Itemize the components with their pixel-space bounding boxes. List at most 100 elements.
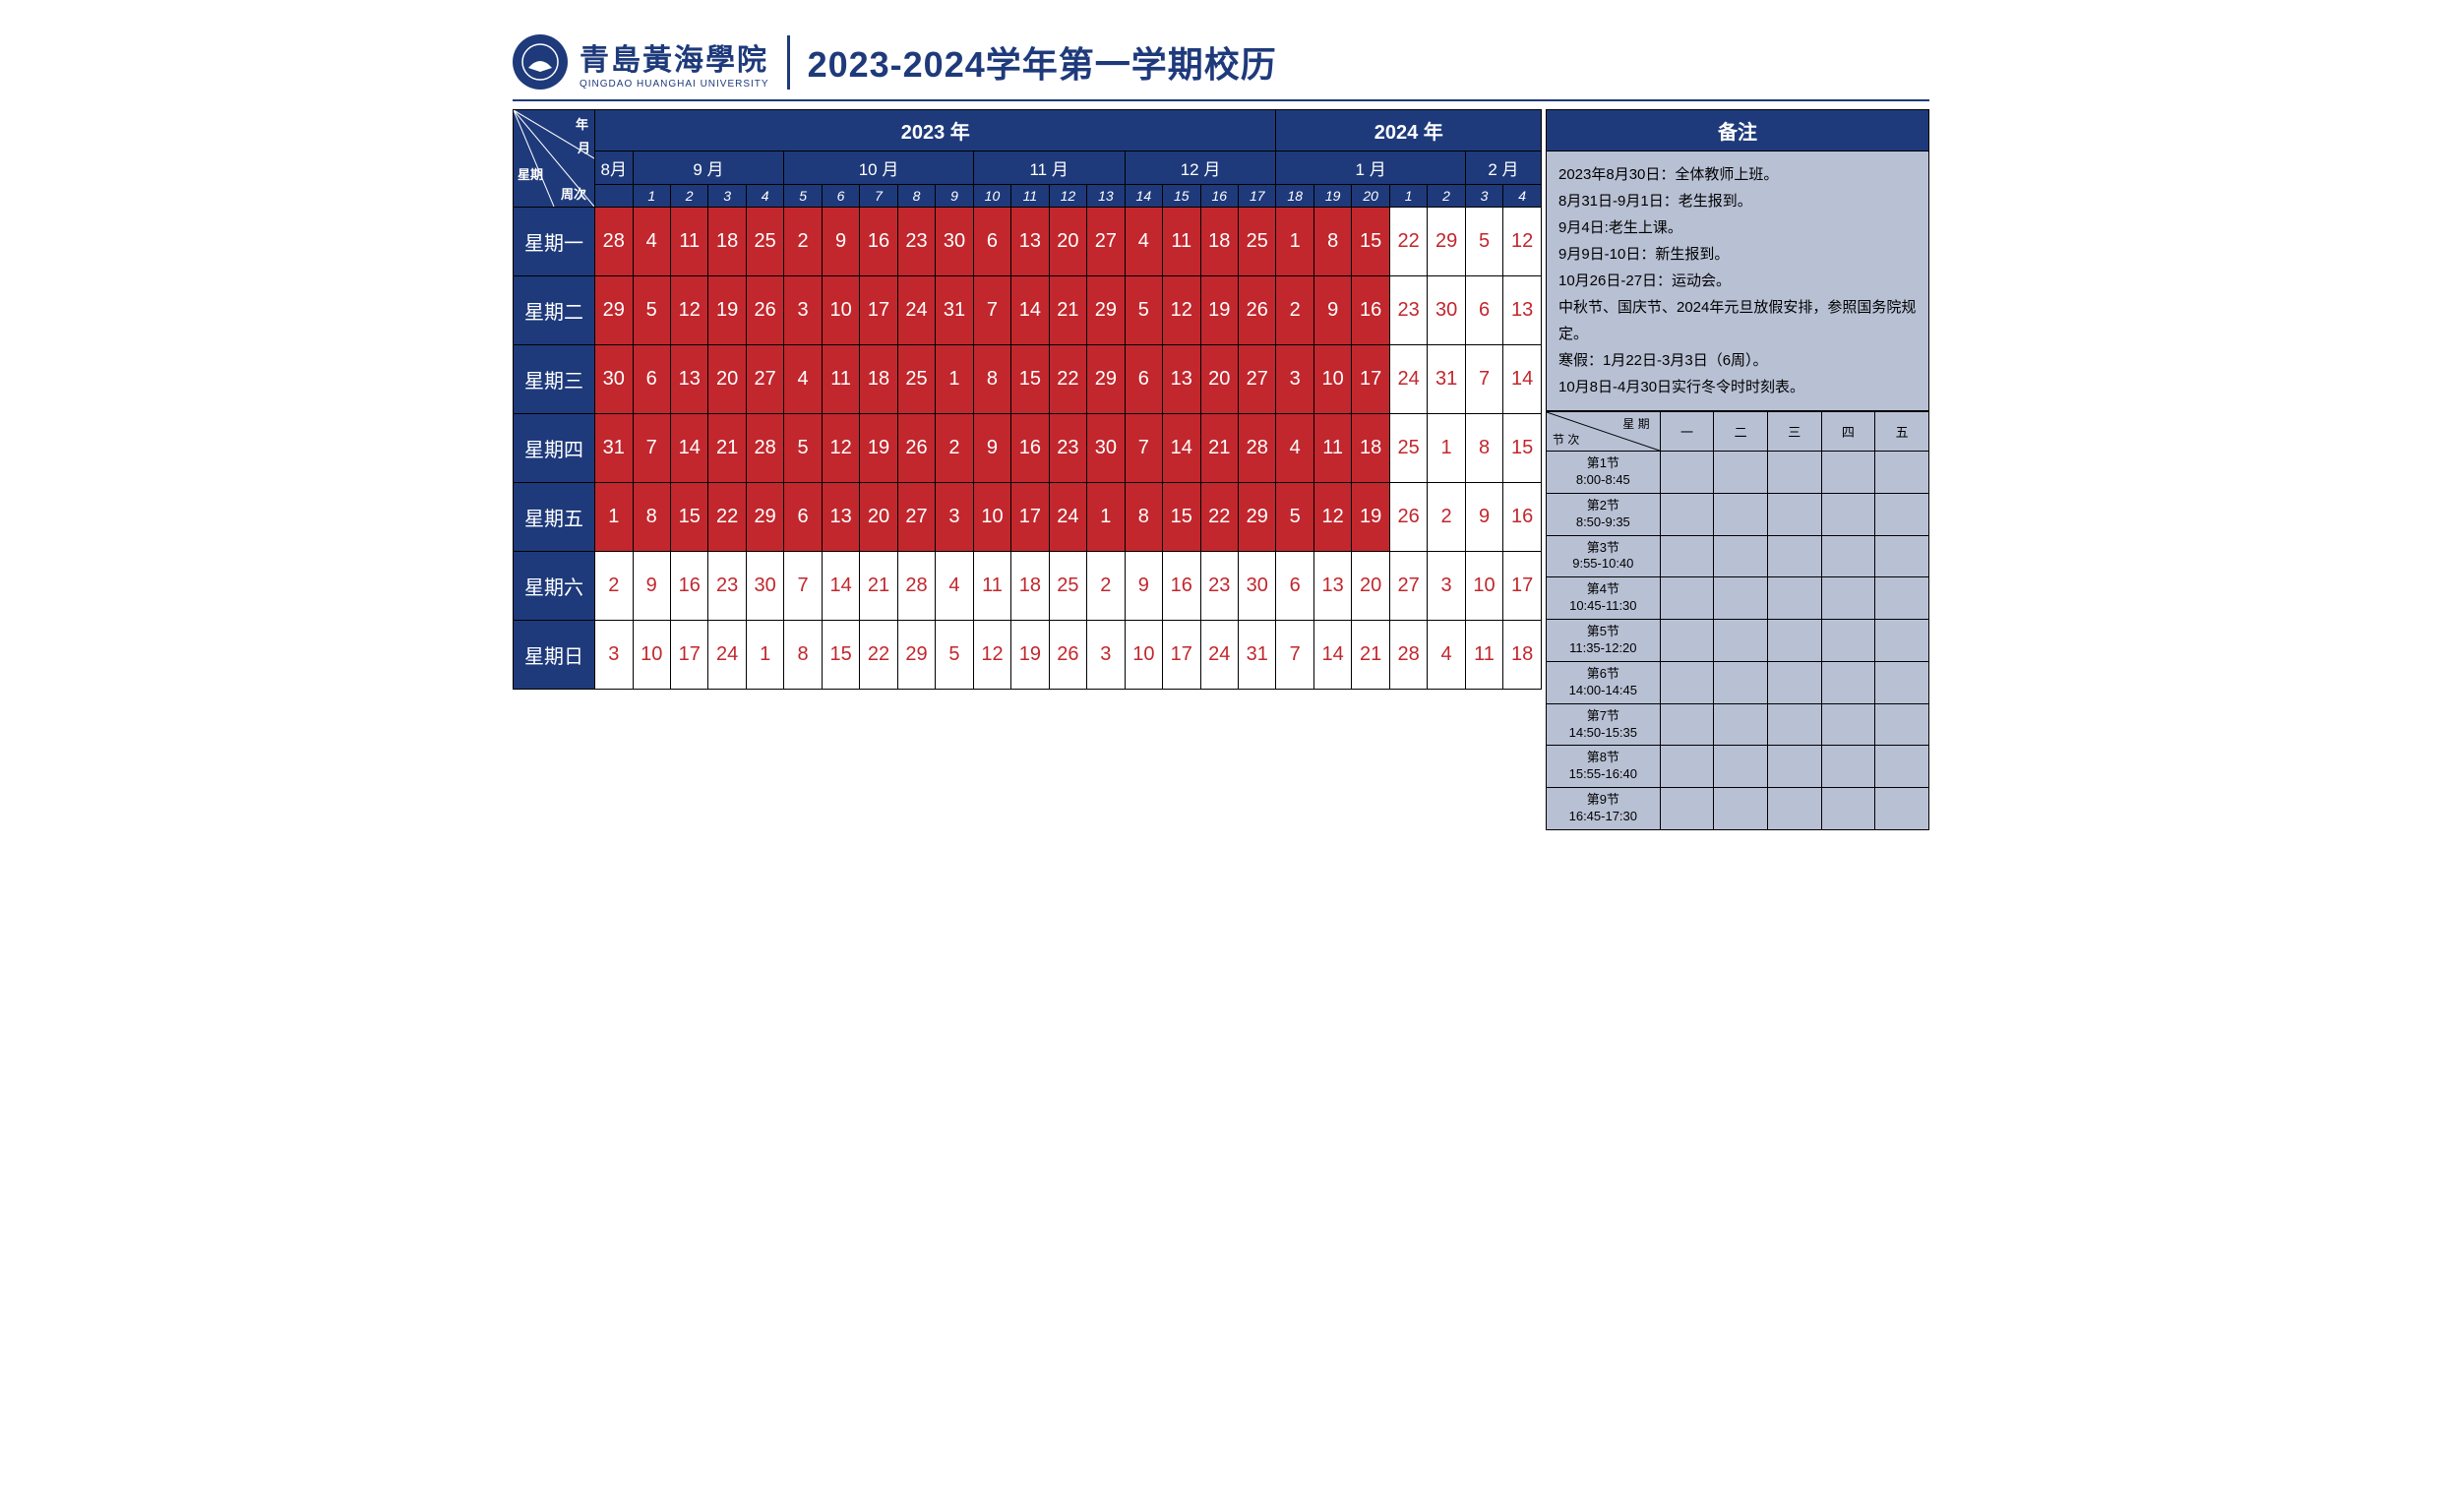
date-cell: 11 — [1313, 414, 1351, 483]
notes-body: 2023年8月30日：全体教师上班。8月31日-9月1日：老生报到。9月4日:老… — [1546, 151, 1929, 411]
date-cell: 17 — [670, 621, 707, 690]
date-cell: 26 — [1389, 483, 1427, 552]
schedule-slot — [1660, 535, 1714, 577]
date-cell: 25 — [897, 345, 935, 414]
schedule-day-header: 四 — [1821, 412, 1875, 452]
date-cell: 31 — [1428, 345, 1465, 414]
schedule-slot — [1875, 493, 1929, 535]
date-cell: 10 — [1125, 621, 1162, 690]
schedule-slot — [1875, 535, 1929, 577]
date-cell: 29 — [746, 483, 783, 552]
date-cell: 26 — [746, 276, 783, 345]
schedule-day-header: 一 — [1660, 412, 1714, 452]
date-cell: 11 — [822, 345, 859, 414]
date-cell: 4 — [633, 208, 670, 276]
month-header: 9 月 — [633, 151, 784, 185]
date-cell: 18 — [860, 345, 897, 414]
week-number: 6 — [822, 185, 859, 208]
date-cell: 15 — [822, 621, 859, 690]
date-cell: 14 — [1163, 414, 1200, 483]
date-cell: 7 — [1465, 345, 1502, 414]
date-cell: 16 — [1503, 483, 1542, 552]
date-cell: 29 — [1087, 345, 1125, 414]
date-cell: 16 — [1352, 276, 1389, 345]
schedule-slot — [1660, 746, 1714, 788]
date-cell: 28 — [746, 414, 783, 483]
week-number: 17 — [1239, 185, 1276, 208]
week-number: 3 — [708, 185, 746, 208]
weekday-label: 星期二 — [514, 276, 595, 345]
date-cell: 1 — [936, 345, 973, 414]
schedule-day-header: 二 — [1714, 412, 1768, 452]
university-name-block: 青島黃海學院 QINGDAO HUANGHAI UNIVERSITY — [580, 35, 790, 90]
date-cell: 5 — [1125, 276, 1162, 345]
date-cell: 27 — [1239, 345, 1276, 414]
date-cell: 3 — [784, 276, 822, 345]
date-cell: 7 — [633, 414, 670, 483]
date-cell: 18 — [708, 208, 746, 276]
period-label: 第8节15:55-16:40 — [1547, 746, 1661, 788]
date-cell: 1 — [746, 621, 783, 690]
schedule-slot — [1767, 703, 1821, 746]
date-cell: 1 — [595, 483, 633, 552]
date-cell: 3 — [936, 483, 973, 552]
date-cell: 7 — [1276, 621, 1313, 690]
schedule-slot — [1875, 661, 1929, 703]
page-header: 青島黃海學院 QINGDAO HUANGHAI UNIVERSITY 2023-… — [513, 20, 1929, 101]
date-cell: 12 — [1503, 208, 1542, 276]
date-cell: 2 — [595, 552, 633, 621]
schedule-slot — [1714, 661, 1768, 703]
corner-header: 年月星期周次 — [514, 110, 595, 208]
schedule-slot — [1660, 620, 1714, 662]
week-number: 1 — [633, 185, 670, 208]
note-line: 10月8日-4月30日实行冬令时时刻表。 — [1558, 374, 1917, 400]
schedule-slot — [1767, 493, 1821, 535]
page-title: 2023-2024学年第一学期校历 — [808, 36, 1277, 88]
date-cell: 31 — [595, 414, 633, 483]
schedule-table: 星 期节 次一二三四五第1节8:00-8:45第2节8:50-9:35第3节9:… — [1546, 411, 1929, 830]
date-cell: 9 — [973, 414, 1010, 483]
date-cell: 22 — [708, 483, 746, 552]
date-cell: 11 — [1163, 208, 1200, 276]
period-label: 第6节14:00-14:45 — [1547, 661, 1661, 703]
date-cell: 9 — [1125, 552, 1162, 621]
period-label: 第4节10:45-11:30 — [1547, 577, 1661, 620]
date-cell: 11 — [1465, 621, 1502, 690]
week-number: 5 — [784, 185, 822, 208]
date-cell: 4 — [1276, 414, 1313, 483]
schedule-slot — [1660, 493, 1714, 535]
week-number: 14 — [1125, 185, 1162, 208]
week-number: 2 — [1428, 185, 1465, 208]
date-cell: 12 — [670, 276, 707, 345]
period-label: 第9节16:45-17:30 — [1547, 788, 1661, 830]
date-cell: 2 — [1087, 552, 1125, 621]
note-line: 10月26日-27日：运动会。 — [1558, 268, 1917, 294]
date-cell: 21 — [1352, 621, 1389, 690]
year-header: 2024 年 — [1276, 110, 1542, 151]
week-number — [595, 185, 633, 208]
date-cell: 24 — [897, 276, 935, 345]
schedule-slot — [1821, 452, 1875, 494]
date-cell: 21 — [708, 414, 746, 483]
date-cell: 17 — [1011, 483, 1049, 552]
date-cell: 14 — [822, 552, 859, 621]
date-cell: 14 — [1313, 621, 1351, 690]
date-cell: 4 — [1428, 621, 1465, 690]
date-cell: 9 — [633, 552, 670, 621]
date-cell: 16 — [1163, 552, 1200, 621]
calendar-table: 年月星期周次2023 年2024 年8月9 月10 月11 月12 月1 月2 … — [513, 109, 1542, 690]
date-cell: 13 — [1011, 208, 1049, 276]
schedule-slot — [1660, 788, 1714, 830]
date-cell: 5 — [784, 414, 822, 483]
date-cell: 25 — [1239, 208, 1276, 276]
date-cell: 26 — [1049, 621, 1086, 690]
date-cell: 7 — [973, 276, 1010, 345]
schedule-slot — [1660, 661, 1714, 703]
date-cell: 22 — [860, 621, 897, 690]
date-cell: 4 — [784, 345, 822, 414]
weekday-label: 星期六 — [514, 552, 595, 621]
date-cell: 28 — [897, 552, 935, 621]
date-cell: 11 — [670, 208, 707, 276]
week-number: 2 — [670, 185, 707, 208]
week-number: 9 — [936, 185, 973, 208]
